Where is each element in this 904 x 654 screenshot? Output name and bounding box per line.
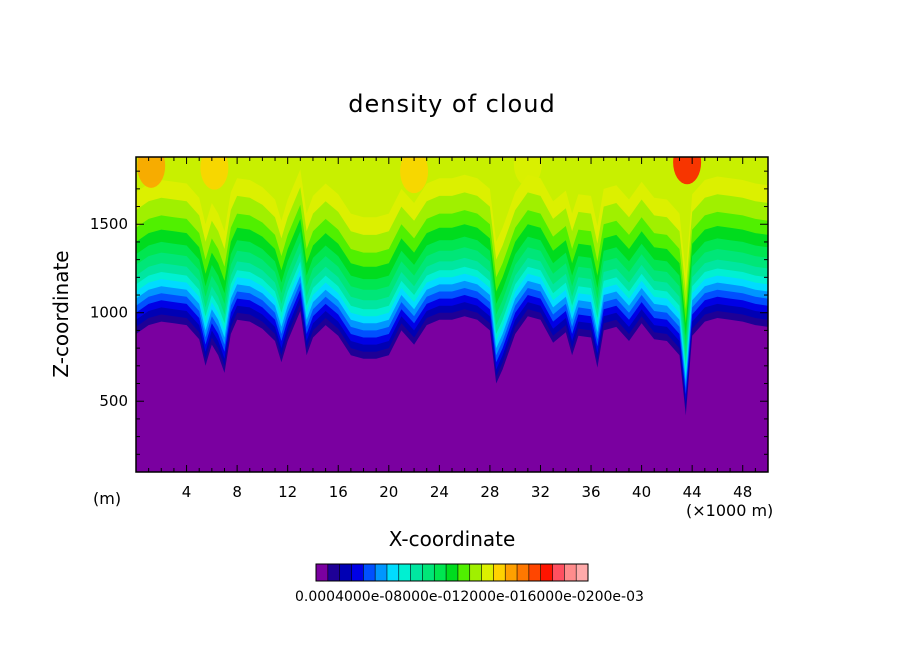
colorbar-swatch-17 xyxy=(517,564,530,581)
colorbar-swatch-18 xyxy=(528,564,541,581)
x-tick-label-12: 12 xyxy=(278,483,297,501)
y-axis-label: Z-coordinate xyxy=(49,250,73,377)
hotspot-0 xyxy=(137,157,166,188)
colorbar-swatch-8 xyxy=(410,564,423,581)
x-tick-label-4: 4 xyxy=(182,483,192,501)
colorbar-swatch-3 xyxy=(351,564,364,581)
colorbar xyxy=(315,563,589,582)
colorbar-swatch-20 xyxy=(552,564,565,581)
colorbar-labels: 0.0004000e-08000e-012000e-016000e-0200e-… xyxy=(295,589,644,605)
x-tick-label-16: 16 xyxy=(329,483,348,501)
colorbar-swatch-12 xyxy=(457,564,471,581)
y-tick-label-500: 500 xyxy=(99,392,128,410)
x-unit-right: (×1000 m) xyxy=(686,501,773,520)
x-tick-label-20: 20 xyxy=(379,483,398,501)
colorbar-swatch-21 xyxy=(564,564,577,581)
colorbar-swatch-13 xyxy=(469,564,482,581)
colorbar-swatch-19 xyxy=(540,564,553,581)
plot-area xyxy=(136,157,768,472)
colorbar-swatch-0 xyxy=(316,564,329,581)
x-axis-label: X-coordinate xyxy=(389,527,516,551)
x-tick-label-44: 44 xyxy=(683,483,702,501)
x-tick-label-24: 24 xyxy=(430,483,449,501)
x-tick-label-40: 40 xyxy=(632,483,651,501)
colorbar-swatch-2 xyxy=(339,564,352,581)
colorbar-swatch-9 xyxy=(422,564,435,581)
hotspot-4 xyxy=(513,157,542,187)
x-tick-label-36: 36 xyxy=(581,483,600,501)
colorbar-swatch-6 xyxy=(386,564,400,581)
colorbar-swatch-7 xyxy=(398,564,411,581)
colorbar-swatch-11 xyxy=(446,564,459,581)
colorbar-frame xyxy=(315,563,589,582)
colorbar-swatch-16 xyxy=(505,564,518,581)
colorbar-swatch-1 xyxy=(327,564,340,581)
low-density-region xyxy=(136,311,768,472)
y-tick-label-1000: 1000 xyxy=(90,304,128,322)
x-unit-left: (m) xyxy=(93,489,121,508)
y-tick-label-1500: 1500 xyxy=(90,215,128,233)
colorbar-swatch-4 xyxy=(363,564,376,581)
hotspot-3 xyxy=(673,157,702,185)
colorbar-swatch-10 xyxy=(434,564,447,581)
x-tick-label-32: 32 xyxy=(531,483,550,501)
colorbar-swatch-15 xyxy=(493,564,506,581)
hotspot-2 xyxy=(400,157,429,194)
hotspot-1 xyxy=(200,157,229,190)
x-tick-label-28: 28 xyxy=(480,483,499,501)
colorbar-swatch-14 xyxy=(481,564,494,581)
x-tick-label-8: 8 xyxy=(232,483,242,501)
colorbar-swatch-22 xyxy=(576,564,589,581)
chart-title: density of cloud xyxy=(348,90,555,118)
x-tick-label-48: 48 xyxy=(733,483,752,501)
colorbar-swatch-5 xyxy=(375,564,388,581)
y-axis: 500 1000 1500 xyxy=(90,170,768,455)
x-axis: 4 8 12 16 20 24 28 32 36 40 44 48 xyxy=(148,157,756,501)
